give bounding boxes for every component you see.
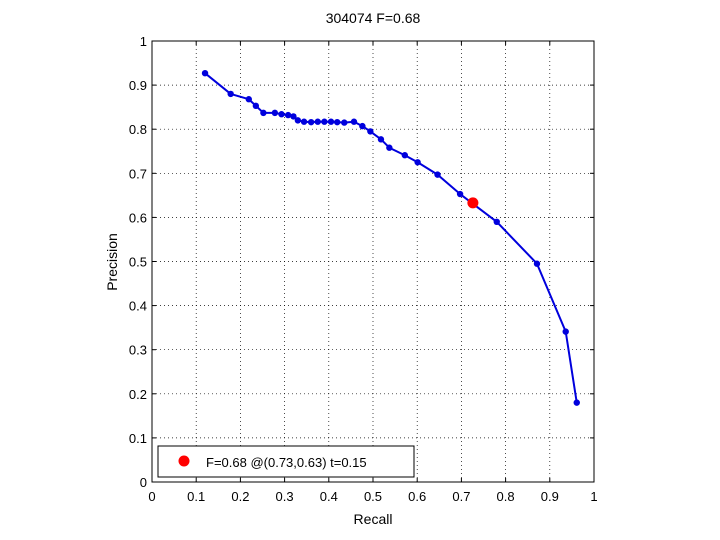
x-tick-label: 0.8 bbox=[497, 489, 515, 504]
data-point bbox=[307, 118, 315, 126]
x-tick-label: 0.7 bbox=[452, 489, 470, 504]
x-tick-labels: 0 0.1 0.2 0.3 0.4 0.5 0.6 0.7 0.8 0.9 1 bbox=[148, 489, 597, 504]
y-tick-label: 0.2 bbox=[129, 387, 147, 402]
legend-marker bbox=[178, 455, 190, 467]
data-point bbox=[434, 171, 441, 178]
x-tick-label: 0.4 bbox=[320, 489, 338, 504]
legend: F=0.68 @(0.73,0.63) t=0.15 bbox=[157, 445, 415, 478]
y-tick-labels: 0 0.1 0.2 0.3 0.4 0.5 0.6 0.7 0.8 0.9 1 bbox=[129, 34, 147, 490]
y-tick-label: 0.5 bbox=[129, 255, 147, 270]
data-point bbox=[562, 328, 569, 335]
y-tick-label: 0.9 bbox=[129, 78, 147, 93]
plot-frame bbox=[151, 40, 595, 483]
data-point bbox=[377, 136, 385, 143]
x-tick-label: 0.5 bbox=[364, 489, 382, 504]
data-point bbox=[201, 69, 209, 77]
data-point bbox=[341, 119, 348, 126]
x-tick-label: 1 bbox=[590, 489, 597, 504]
legend-box bbox=[157, 445, 415, 478]
legend-label: F=0.68 @(0.73,0.63) t=0.15 bbox=[206, 455, 367, 470]
chart-title: 304074 F=0.68 bbox=[326, 10, 421, 26]
data-point bbox=[300, 118, 308, 125]
y-tick-label: 0 bbox=[140, 475, 147, 490]
x-tick-label: 0 bbox=[148, 489, 155, 504]
data-point bbox=[321, 118, 328, 125]
data-point bbox=[260, 109, 267, 117]
y-tick-label: 0.1 bbox=[129, 431, 147, 446]
data-point bbox=[314, 118, 321, 125]
data-point bbox=[252, 102, 260, 110]
y-tick-label: 0.7 bbox=[129, 166, 147, 181]
y-tick-label: 0.8 bbox=[129, 122, 147, 137]
x-tick-label: 0.9 bbox=[541, 489, 559, 504]
series-layer bbox=[201, 69, 580, 406]
x-tick-label: 0.3 bbox=[276, 489, 294, 504]
axes bbox=[151, 40, 595, 483]
y-tick-label: 0.6 bbox=[129, 210, 147, 225]
y-tick-label: 1 bbox=[140, 34, 147, 49]
data-point bbox=[401, 152, 409, 159]
y-tick-label: 0.3 bbox=[129, 343, 147, 358]
data-point bbox=[294, 117, 302, 124]
best-f-point bbox=[467, 197, 479, 209]
data-point bbox=[350, 118, 358, 125]
data-point bbox=[227, 90, 234, 98]
data-point bbox=[284, 111, 292, 119]
data-point bbox=[386, 144, 393, 151]
x-tick-label: 0.1 bbox=[187, 489, 205, 504]
data-point bbox=[367, 128, 374, 135]
data-point bbox=[333, 118, 341, 126]
data-point bbox=[245, 96, 252, 103]
data-point bbox=[573, 399, 580, 406]
data-point bbox=[493, 218, 500, 226]
x-axis-label: Recall bbox=[354, 511, 393, 527]
data-point bbox=[414, 159, 421, 166]
data-point bbox=[271, 109, 279, 117]
grid-lines bbox=[152, 41, 594, 482]
data-point bbox=[327, 118, 335, 125]
y-axis-label: Precision bbox=[104, 233, 120, 291]
data-point bbox=[456, 190, 464, 198]
data-point bbox=[278, 111, 285, 118]
data-point bbox=[533, 260, 541, 267]
data-point bbox=[290, 113, 297, 120]
x-tick-label: 0.6 bbox=[408, 489, 426, 504]
y-tick-label: 0.4 bbox=[129, 299, 147, 314]
data-point bbox=[359, 122, 366, 130]
x-tick-label: 0.2 bbox=[231, 489, 249, 504]
